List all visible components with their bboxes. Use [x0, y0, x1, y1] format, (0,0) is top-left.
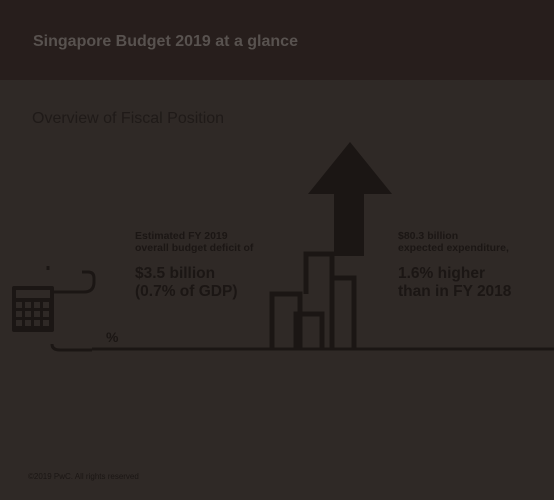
expenditure-label: $80.3 billion expected expenditure, — [398, 230, 509, 254]
up-arrow-icon — [308, 142, 392, 256]
header-bar: Singapore Budget 2019 at a glance — [0, 0, 554, 80]
calculator-icon — [12, 266, 96, 352]
deficit-label: Estimated FY 2019 overall budget deficit… — [135, 230, 254, 254]
copyright-footer: ©2019 PwC. All rights reserved — [28, 472, 139, 481]
section-title: Overview of Fiscal Position — [32, 110, 225, 127]
expenditure-value: 1.6% higher than in FY 2018 — [398, 265, 512, 300]
deficit-value: $3.5 billion (0.7% of GDP) — [135, 265, 238, 300]
percent-symbol: % — [106, 329, 119, 345]
page-title: Singapore Budget 2019 at a glance — [33, 33, 298, 50]
growth-bars-icon — [269, 251, 357, 349]
